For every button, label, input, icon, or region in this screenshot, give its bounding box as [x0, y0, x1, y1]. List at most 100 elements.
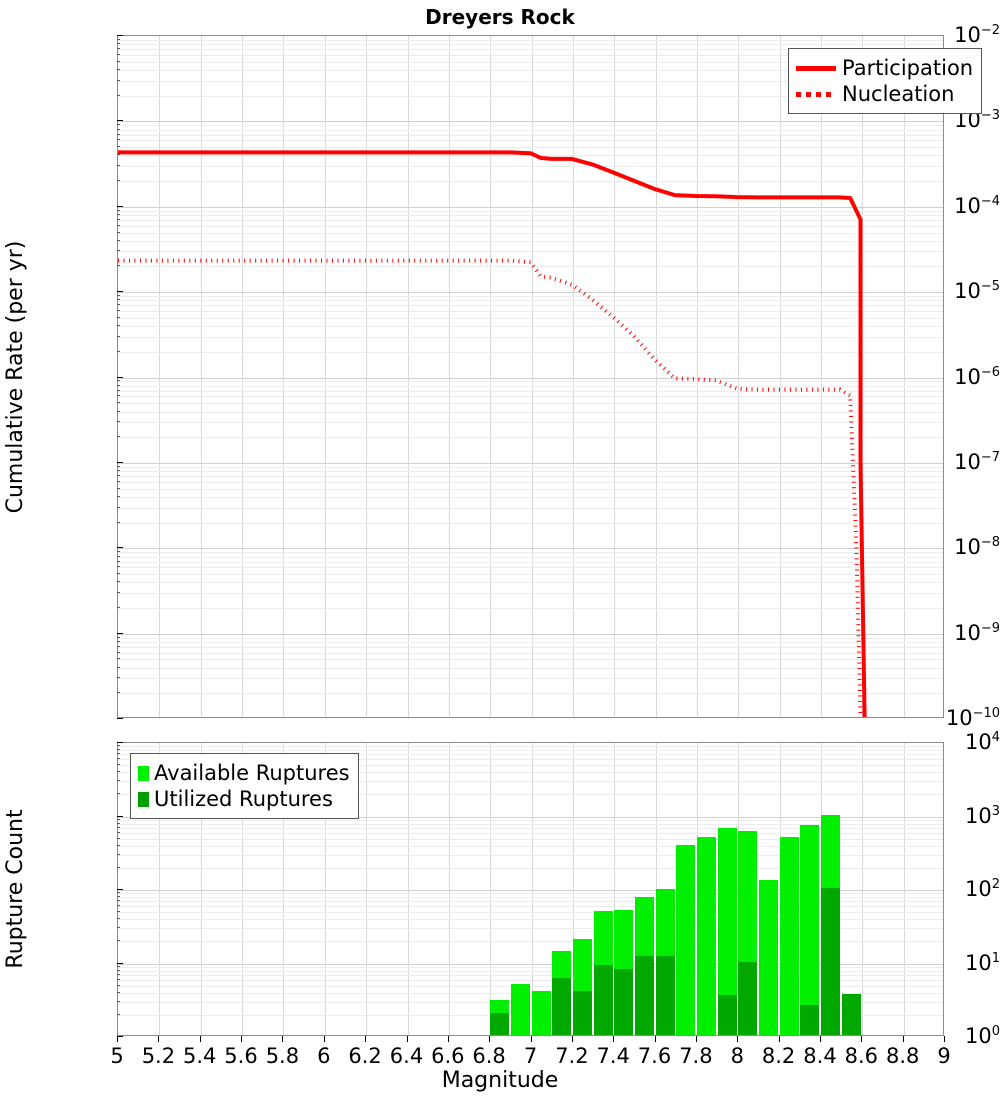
y-tick-mark: [117, 547, 123, 549]
y-tick-minor-mark: [117, 421, 120, 423]
y-tick-minor-mark: [117, 764, 120, 766]
y-tick-minor-mark: [117, 911, 120, 913]
x-tick-label: 8: [730, 1044, 744, 1068]
y-tick-mark: [117, 632, 123, 634]
y-tick-minor-mark: [117, 927, 120, 929]
y-tick-minor-mark: [117, 335, 120, 337]
y-tick-mark: [117, 205, 123, 207]
bottom-gridlines: [118, 743, 943, 1035]
y-tick-label: 10−5: [954, 279, 1000, 304]
y-tick-minor-mark: [117, 265, 120, 267]
x-tick-label: 7.6: [637, 1044, 672, 1068]
y-tick-minor-mark: [117, 973, 120, 975]
bar-utilized: [841, 994, 861, 1035]
y-tick-minor-mark: [117, 818, 120, 820]
y-tick-minor-mark: [117, 853, 120, 855]
y-tick-mark: [117, 120, 123, 122]
y-tick-minor-mark: [117, 43, 120, 45]
y-tick-minor-mark: [117, 231, 120, 233]
y-tick-minor-mark: [117, 555, 120, 557]
y-tick-minor-mark: [117, 53, 120, 55]
x-tick-mark: [654, 1036, 656, 1042]
bar-utilized: [820, 888, 841, 1035]
y-tick-minor-mark: [117, 69, 120, 70]
x-tick-mark: [737, 1036, 739, 1042]
curve-nucleation: [118, 258, 863, 717]
y-tick-minor-mark: [117, 984, 120, 986]
y-tick-minor-mark: [117, 900, 120, 902]
bottom-legend: Available Ruptures Utilized Ruptures: [130, 753, 359, 819]
available-swatch-icon: [138, 765, 149, 781]
x-tick-label: 7: [523, 1044, 538, 1068]
curve-participation: [118, 150, 867, 717]
y-tick-minor-mark: [117, 640, 120, 642]
y-tick-minor-mark: [117, 753, 120, 755]
y-tick-label: 10−4: [954, 193, 1000, 218]
x-tick-label: 6.2: [348, 1044, 382, 1068]
legend-label-available: Available Ruptures: [154, 761, 350, 785]
rupture-bars: [118, 743, 943, 1035]
y-tick-label: 10−6: [954, 364, 1000, 389]
y-tick-mark: [117, 815, 123, 817]
bottom-y-axis-label: Rupture Count: [3, 809, 28, 969]
bar-available: [758, 880, 779, 1035]
top-gridlines: [118, 36, 943, 717]
x-tick-mark: [406, 1036, 408, 1042]
utilized-swatch-icon: [138, 791, 149, 807]
bar-utilized: [552, 977, 572, 1035]
bar-available: [531, 990, 551, 1035]
bar-utilized: [717, 995, 737, 1035]
x-axis-label: Magnitude: [441, 1068, 559, 1093]
y-tick-minor-mark: [117, 304, 120, 306]
legend-item-available-ruptures[interactable]: Available Ruptures: [138, 760, 350, 786]
x-tick-mark: [282, 1036, 284, 1042]
y-tick-label: 10−7: [954, 449, 1000, 474]
y-tick-minor-mark: [117, 350, 120, 352]
y-tick-minor-mark: [117, 749, 120, 751]
y-tick-minor-mark: [117, 506, 120, 508]
y-tick-minor-mark: [117, 1000, 120, 1002]
bar-utilized: [614, 968, 634, 1035]
y-tick-minor-mark: [117, 677, 120, 679]
y-tick-minor-mark: [117, 940, 120, 942]
dotted-line-swatch-icon: [796, 91, 836, 97]
y-tick-minor-mark: [117, 591, 120, 593]
y-tick-minor-mark: [117, 165, 120, 166]
x-tick-mark: [199, 1036, 201, 1042]
y-tick-minor-mark: [117, 395, 120, 397]
y-tick-minor-mark: [117, 128, 120, 130]
y-tick-minor-mark: [117, 60, 120, 62]
legend-item-utilized-ruptures[interactable]: Utilized Ruptures: [138, 786, 350, 812]
y-tick-minor-mark: [117, 325, 120, 327]
y-tick-minor-mark: [117, 978, 120, 980]
x-tick-mark: [489, 1036, 491, 1042]
y-tick-minor-mark: [117, 905, 120, 907]
y-tick-minor-mark: [117, 651, 120, 653]
y-tick-minor-mark: [117, 771, 120, 773]
y-tick-minor-mark: [117, 758, 120, 760]
legend-item-nucleation[interactable]: Nucleation: [796, 81, 973, 107]
x-tick-label: 5.2: [141, 1044, 176, 1068]
x-tick-label: 5.4: [182, 1044, 217, 1068]
x-tick-mark: [902, 1036, 904, 1042]
y-tick-label: 10−2: [954, 23, 1000, 47]
y-tick-minor-mark: [117, 133, 120, 135]
x-tick-mark: [117, 1036, 118, 1042]
y-tick-minor-mark: [117, 969, 120, 971]
legend-item-participation[interactable]: Participation: [796, 55, 973, 81]
y-tick-minor-mark: [117, 480, 120, 482]
bar-utilized: [634, 955, 655, 1035]
y-tick-minor-mark: [117, 436, 120, 438]
y-tick-minor-mark: [117, 475, 120, 477]
y-tick-minor-mark: [117, 470, 120, 472]
x-tick-mark: [530, 1036, 532, 1042]
x-tick-label: 6.8: [472, 1044, 506, 1068]
y-tick-minor-mark: [117, 224, 120, 226]
y-tick-minor-mark: [117, 793, 120, 795]
y-tick-minor-mark: [117, 94, 120, 96]
y-tick-minor-mark: [117, 180, 120, 181]
y-tick-minor-mark: [117, 692, 120, 694]
top-legend: Participation Nucleation: [788, 48, 983, 114]
y-tick-minor-mark: [117, 581, 120, 583]
